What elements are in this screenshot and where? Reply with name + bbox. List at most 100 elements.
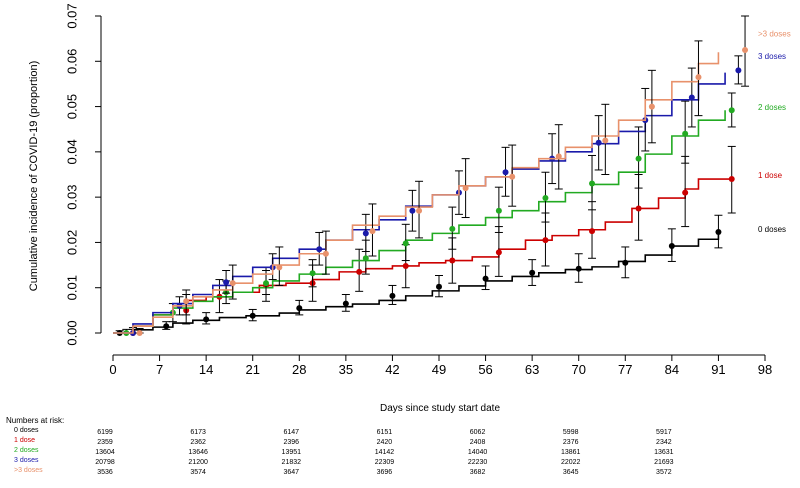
x-tick-label: 21 <box>245 362 259 377</box>
x-tick-label: 14 <box>199 362 213 377</box>
y-axis-label: Cumulative incidence of COVID-19 (propor… <box>28 61 40 292</box>
x-tick-label: 77 <box>618 362 632 377</box>
y-tick-label: 0.01 <box>64 275 79 300</box>
risk-count: 3572 <box>656 469 672 476</box>
risk-count: 3645 <box>562 469 579 476</box>
data-point <box>735 67 742 74</box>
data-point <box>263 280 270 287</box>
risk-row-label: 3 doses <box>14 457 39 464</box>
data-point <box>449 257 456 264</box>
data-point <box>402 262 409 269</box>
risk-count: 21200 <box>188 459 208 466</box>
data-point <box>309 270 316 277</box>
risk-count: 2420 <box>376 439 393 446</box>
data-point <box>695 74 702 81</box>
risk-count: 13631 <box>654 449 674 456</box>
risk-count: 5998 <box>562 429 579 436</box>
data-point <box>482 275 489 282</box>
x-tick-label: 7 <box>156 362 163 377</box>
risk-count: 3696 <box>376 469 393 476</box>
data-point <box>322 250 329 257</box>
data-point <box>249 312 256 319</box>
data-point <box>369 228 376 235</box>
risk-count: 6173 <box>190 429 206 436</box>
series-3-doses: >3 doses <box>113 15 791 336</box>
risk-count: 2342 <box>656 439 672 446</box>
x-tick-label: 0 <box>109 362 116 377</box>
x-tick-label: 56 <box>478 362 492 377</box>
data-point <box>542 237 549 244</box>
series-1-dose: 1 dose <box>119 145 783 336</box>
y-tick-label: 0.02 <box>64 230 79 255</box>
data-point <box>555 153 562 160</box>
data-point <box>163 323 170 330</box>
data-point <box>296 305 303 312</box>
risk-count: 6199 <box>97 429 113 436</box>
risk-count: 2396 <box>283 439 300 446</box>
x-tick-label: 98 <box>758 362 772 377</box>
data-point <box>416 207 423 214</box>
data-point <box>229 280 236 287</box>
series-line-0-doses <box>113 231 720 334</box>
y-tick-label: 0.07 <box>64 3 79 28</box>
data-point <box>602 137 609 144</box>
risk-count: 13861 <box>560 449 581 456</box>
y-tick-label: 0.05 <box>64 94 79 119</box>
series-label-2-doses: 2 doses <box>758 103 786 112</box>
x-axis-label: Days since study start date <box>380 403 500 414</box>
x-tick-label: 42 <box>385 362 399 377</box>
data-point <box>462 185 469 192</box>
data-point <box>575 265 582 272</box>
risk-count: 13604 <box>95 449 115 456</box>
x-tick-label: 35 <box>339 362 353 377</box>
data-point <box>495 249 502 256</box>
data-point <box>682 189 689 196</box>
risk-count: 2376 <box>562 439 579 446</box>
y-tick-label: 0.04 <box>64 139 79 164</box>
x-tick-label: 63 <box>525 362 539 377</box>
risk-count: 22309 <box>374 459 395 466</box>
data-point <box>409 207 416 214</box>
risk-count: 6151 <box>376 429 393 436</box>
x-tick-label: 70 <box>571 362 585 377</box>
risk-count: 13951 <box>281 449 302 456</box>
risk-count: 22230 <box>467 459 488 466</box>
risk-row-label: 2 doses <box>14 447 39 454</box>
data-point <box>622 259 629 266</box>
x-tick-label: 84 <box>665 362 679 377</box>
data-point <box>529 269 536 276</box>
data-point <box>223 279 230 286</box>
risk-count: 6147 <box>283 429 300 436</box>
data-point <box>682 130 689 137</box>
data-point <box>495 207 502 214</box>
data-point <box>648 103 655 110</box>
x-tick-label: 49 <box>432 362 446 377</box>
series-label-3-doses: 3 doses <box>758 52 786 61</box>
risk-count: 22022 <box>560 459 581 466</box>
risk-count: 14040 <box>467 449 488 456</box>
axes: 0.00 0.01 0.02 0.03 0.04 0.05 0.06 0.07 0 7 14 21 28… <box>64 3 772 377</box>
data-point <box>389 292 396 299</box>
data-point <box>509 173 516 180</box>
risk-count: 2362 <box>190 439 206 446</box>
data-point <box>342 300 349 307</box>
risk-table-title: Numbers at risk: <box>6 416 65 425</box>
series-label-1-dose: 1 dose <box>758 171 783 180</box>
risk-count: 21693 <box>654 459 674 466</box>
risk-count: 3647 <box>283 469 300 476</box>
data-point <box>688 94 695 101</box>
data-point <box>715 229 722 236</box>
risk-count: 2408 <box>469 439 486 446</box>
data-point <box>362 255 369 262</box>
risk-row-label: 0 doses <box>14 427 39 434</box>
x-tick-label: 28 <box>292 362 306 377</box>
risk-count: 5917 <box>656 429 672 436</box>
data-point <box>316 246 323 253</box>
risk-row-label: >3 doses <box>14 467 43 474</box>
risk-row-label: 1 dose <box>14 437 36 444</box>
x-tick-label: 91 <box>711 362 725 377</box>
y-tick-label: 0.06 <box>64 49 79 74</box>
series-label-0-doses: 0 doses <box>758 225 786 234</box>
risk-count: 21832 <box>281 459 302 466</box>
